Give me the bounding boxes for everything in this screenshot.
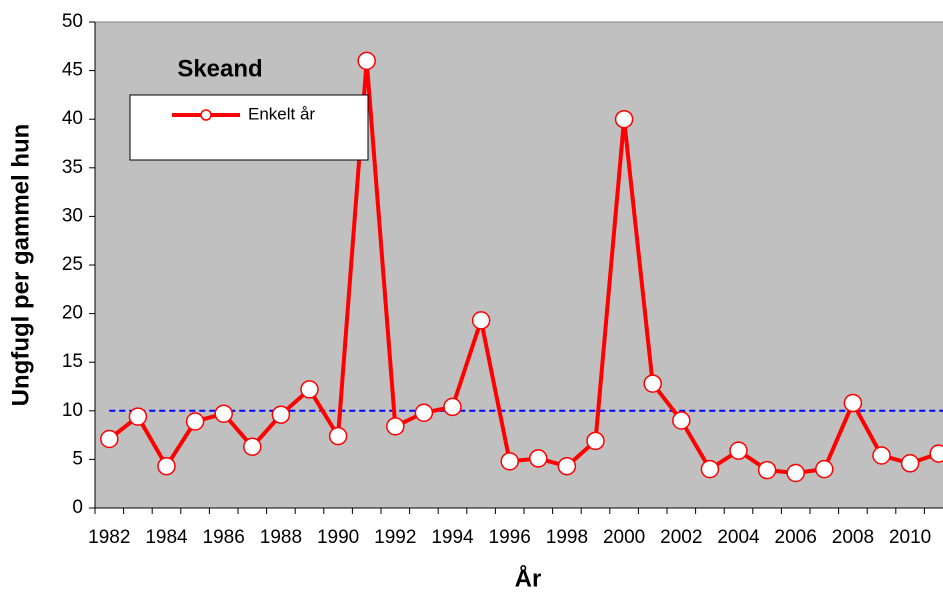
data-point bbox=[557, 456, 577, 476]
y-tick-label: 40 bbox=[62, 108, 83, 129]
data-point bbox=[300, 380, 319, 399]
y-tick-label: 10 bbox=[62, 400, 83, 421]
legend: Enkelt år bbox=[129, 94, 369, 161]
data-point bbox=[929, 444, 943, 463]
data-point bbox=[271, 405, 291, 424]
x-tick-label: 2006 bbox=[775, 527, 817, 548]
x-axis-label: År bbox=[515, 564, 542, 592]
data-point bbox=[872, 446, 891, 465]
data-point bbox=[786, 463, 805, 483]
data-point bbox=[843, 393, 863, 413]
y-tick-label: 45 bbox=[62, 60, 83, 81]
chart-title: Skeand bbox=[177, 55, 262, 82]
legend-box bbox=[129, 94, 369, 161]
data-point bbox=[243, 437, 262, 457]
x-tick-label: 1986 bbox=[203, 527, 245, 548]
y-axis-label: Ungfugl per gammel hun bbox=[7, 124, 34, 407]
data-point bbox=[900, 454, 920, 473]
data-point bbox=[614, 109, 634, 129]
legend-marker bbox=[200, 109, 212, 121]
data-point bbox=[586, 431, 605, 451]
data-point bbox=[443, 397, 462, 417]
y-tick-label: 35 bbox=[62, 157, 83, 178]
x-tick-label: 1984 bbox=[145, 527, 188, 548]
data-point bbox=[357, 51, 376, 71]
x-tick-label: 2000 bbox=[603, 527, 645, 548]
y-tick-label: 0 bbox=[72, 497, 83, 518]
legend-label: Enkelt år bbox=[248, 104, 315, 123]
data-point bbox=[672, 411, 691, 430]
data-point bbox=[500, 452, 519, 471]
x-tick-label: 1982 bbox=[88, 527, 130, 548]
data-point bbox=[214, 404, 233, 423]
data-point bbox=[157, 456, 176, 476]
x-tick-label: 1988 bbox=[260, 527, 302, 548]
data-point bbox=[386, 417, 405, 436]
data-point bbox=[700, 459, 720, 479]
data-point bbox=[414, 403, 434, 422]
x-tick-label: 1998 bbox=[546, 527, 588, 548]
data-point bbox=[729, 441, 748, 460]
data-point bbox=[100, 429, 119, 449]
data-point bbox=[328, 426, 348, 446]
x-tick-label: 2002 bbox=[660, 527, 702, 548]
y-tick-label: 15 bbox=[62, 351, 83, 372]
x-tick-label: 1990 bbox=[317, 527, 359, 548]
x-tick-label: 2004 bbox=[717, 527, 760, 548]
data-point bbox=[529, 449, 548, 468]
y-tick-label: 25 bbox=[62, 254, 83, 275]
x-tick-label: 1996 bbox=[489, 527, 531, 548]
y-tick-label: 50 bbox=[62, 11, 83, 32]
x-tick-label: 2010 bbox=[889, 527, 931, 548]
x-tick-label: 1992 bbox=[374, 527, 416, 548]
y-tick-label: 30 bbox=[62, 205, 83, 226]
x-tick-label: 1994 bbox=[431, 527, 474, 548]
data-point bbox=[643, 374, 662, 393]
x-tick-label: 2008 bbox=[832, 527, 874, 548]
data-point bbox=[815, 459, 834, 479]
y-tick-label: 20 bbox=[62, 303, 83, 324]
data-point bbox=[185, 412, 205, 431]
y-tick-label: 5 bbox=[72, 448, 83, 469]
data-point bbox=[757, 460, 777, 480]
data-point bbox=[128, 407, 148, 426]
data-point bbox=[471, 311, 491, 330]
